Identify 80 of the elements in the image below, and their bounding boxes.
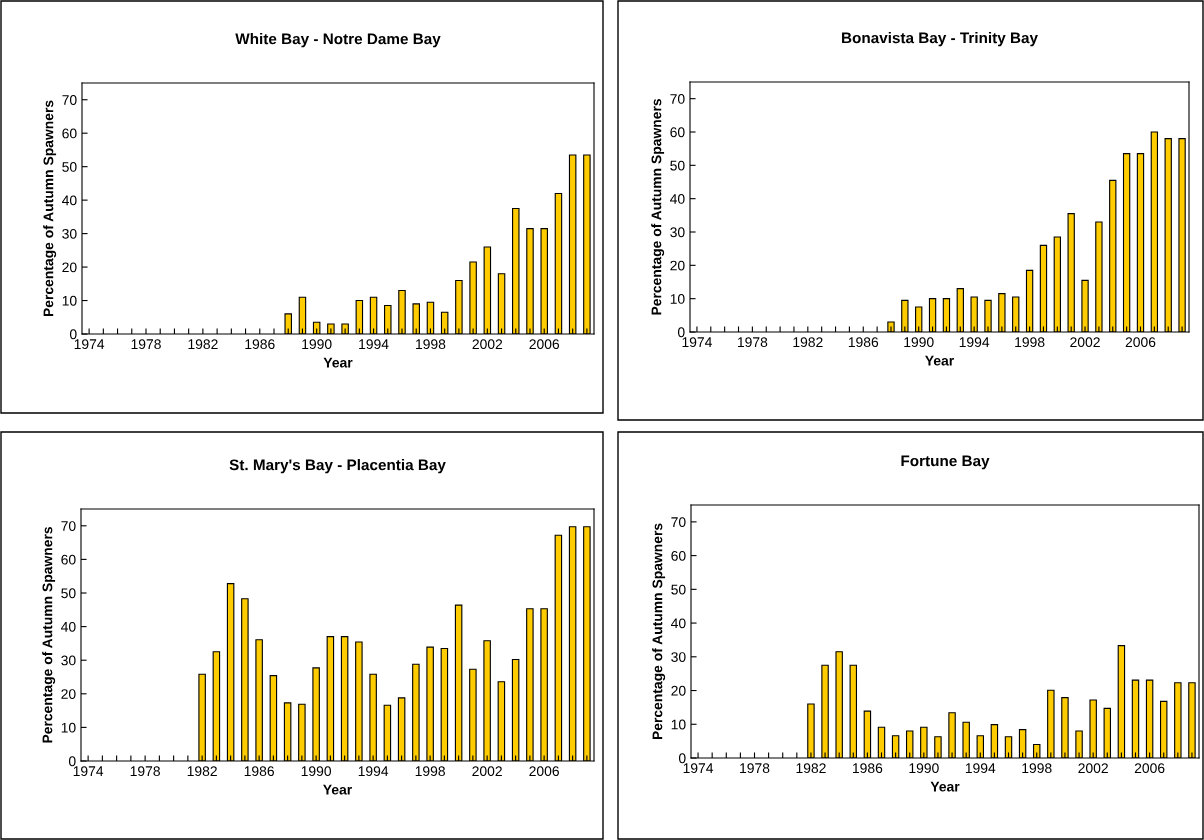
x-tick-label: 1978	[130, 766, 160, 777]
y-tick-label: 50	[670, 160, 685, 171]
y-axis-title: Percentage of Autumn Spawners	[43, 100, 57, 317]
y-tick-label: 40	[61, 621, 76, 632]
y-tick-label: 50	[61, 588, 76, 599]
x-axis-title: Year	[323, 784, 352, 795]
y-axis-title: Percentage of Autumn Spawners	[42, 527, 56, 743]
x-axis-title: Year	[925, 355, 954, 366]
x-tick-label: 1974	[74, 339, 105, 350]
x-axis-title: Year	[930, 781, 960, 792]
x-tick-label: 1990	[904, 337, 934, 348]
y-tick-label: 70	[62, 95, 77, 105]
x-tick-label: 1994	[359, 339, 389, 350]
x-tick-label: 1994	[358, 766, 389, 777]
x-tick-label: 1978	[740, 763, 770, 774]
x-tick-label: 1974	[73, 766, 104, 777]
y-tick-label: 30	[671, 652, 686, 662]
x-tick-label: 1998	[416, 339, 446, 350]
x-tick-label: 1990	[301, 766, 332, 777]
y-tick-label: 70	[61, 521, 76, 531]
y-tick-label: 40	[62, 195, 77, 206]
x-tick-label: 1978	[737, 337, 768, 348]
x-tick-label: 1974	[683, 763, 714, 774]
x-tick-label: 1986	[245, 339, 275, 350]
y-tick-label: 60	[671, 550, 686, 561]
x-tick-label: 1990	[909, 763, 939, 774]
y-tick-label: 60	[61, 554, 76, 565]
y-tick-label: 60	[670, 127, 685, 138]
x-tick-label: 2002	[1078, 763, 1108, 774]
y-tick-label: 40	[671, 618, 686, 629]
y-tick-label: 10	[670, 294, 685, 304]
x-tick-label: 1986	[848, 337, 879, 348]
x-tick-label: 1986	[244, 766, 274, 777]
y-tick-label: 50	[62, 162, 77, 172]
x-tick-label: 2006	[529, 339, 560, 350]
y-tick-label: 20	[670, 260, 685, 271]
x-tick-label: 1982	[187, 766, 217, 777]
x-tick-label: 1994	[959, 337, 990, 348]
x-axis-title: Year	[323, 357, 353, 368]
y-tick-label: 0	[677, 327, 685, 338]
y-tick-label: 10	[61, 722, 76, 733]
y-tick-label: 0	[678, 753, 686, 764]
chart-title: Bonavista Bay - Trinity Bay	[842, 32, 1038, 47]
chart-title: White Bay - Notre Dame Bay	[235, 33, 441, 48]
x-tick-label: 2002	[1070, 337, 1100, 348]
y-tick-label: 60	[62, 128, 77, 139]
y-tick-label: 0	[68, 756, 76, 767]
chart-title: Fortune Bay	[901, 455, 990, 470]
y-tick-label: 30	[670, 227, 685, 238]
x-tick-label: 1986	[853, 763, 883, 774]
y-tick-label: 30	[62, 228, 77, 239]
y-axis-title: Percentage of Autumn Spawners	[651, 99, 665, 315]
y-tick-label: 40	[670, 194, 685, 204]
y-tick-label: 30	[61, 655, 76, 666]
y-tick-label: 20	[671, 685, 686, 696]
y-tick-label: 20	[62, 262, 77, 273]
x-tick-label: 1990	[302, 339, 332, 350]
x-tick-label: 1998	[1022, 763, 1052, 774]
x-tick-label: 2006	[1134, 763, 1165, 774]
y-tick-label: 70	[670, 94, 685, 104]
y-tick-label: 10	[671, 719, 686, 730]
x-tick-label: 1982	[796, 763, 826, 774]
x-tick-label: 1978	[131, 339, 161, 350]
x-tick-label: 1974	[682, 337, 712, 348]
x-tick-label: 1982	[188, 339, 218, 350]
x-tick-label: 1982	[793, 337, 823, 348]
x-tick-label: 1998	[415, 766, 445, 777]
x-tick-label: 2006	[529, 766, 559, 777]
x-tick-label: 2002	[472, 339, 503, 350]
chart-title: St. Mary's Bay - Placentia Bay	[229, 459, 446, 474]
x-tick-label: 2006	[1125, 337, 1156, 348]
y-tick-label: 10	[62, 295, 77, 306]
y-tick-label: 0	[69, 329, 77, 340]
x-tick-label: 2002	[472, 766, 502, 777]
y-axis-title: Percentage of Autumn Spawners	[652, 523, 666, 740]
x-tick-label: 1994	[965, 763, 996, 774]
y-tick-label: 70	[671, 517, 686, 528]
y-tick-label: 50	[671, 584, 686, 595]
y-tick-label: 20	[61, 689, 76, 699]
x-tick-label: 1998	[1015, 337, 1045, 348]
